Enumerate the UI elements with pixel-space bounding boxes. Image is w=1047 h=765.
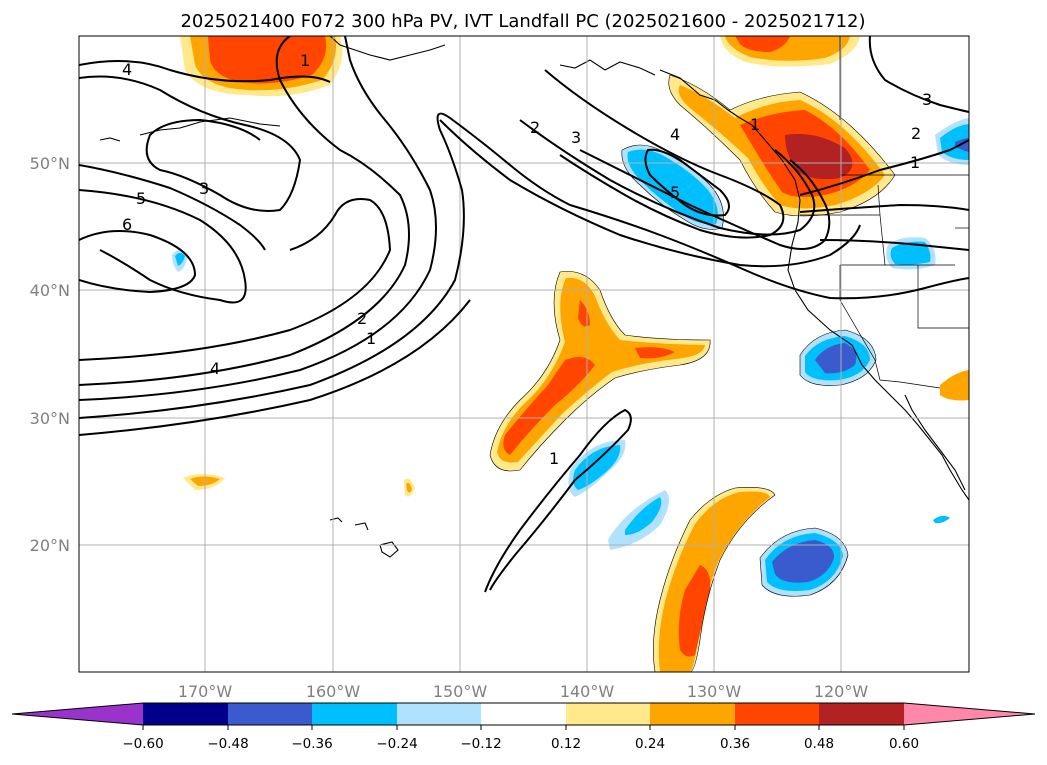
contour-label: 5 [670, 183, 680, 202]
contour-label: 3 [199, 179, 209, 198]
lat-tick-label: 40°N [30, 281, 70, 300]
map-frame [78, 35, 970, 673]
colorbar-extend-low [12, 703, 143, 725]
contour-label: 4 [210, 359, 220, 378]
longitude-labels: 170°W 160°W 150°W 140°W 130°W 120°W [178, 682, 869, 701]
lat-tick-label: 30°N [30, 409, 70, 428]
colorbar-segment [143, 703, 228, 725]
contour-label: 2 [357, 309, 367, 328]
colorbar-segment [481, 703, 566, 725]
colorbar-tick-label: −0.12 [460, 736, 501, 752]
contour-label: 4 [122, 60, 132, 79]
lat-tick-label: 20°N [30, 536, 70, 555]
colorbar-segment [312, 703, 397, 725]
gridlines [79, 36, 969, 672]
colorbar-tick-label: −0.60 [122, 736, 163, 752]
colorbar-segment [650, 703, 735, 725]
colorbar-segment [566, 703, 650, 725]
colorbar-tick-label: 0.60 [889, 736, 919, 752]
colorbar-segment [735, 703, 819, 725]
contour-label: 3 [922, 90, 932, 109]
contour-label: 2 [530, 118, 540, 137]
colorbar-segment [819, 703, 904, 725]
lon-tick-label: 120°W [814, 682, 869, 701]
colorbar-tick-label: 0.48 [804, 736, 834, 752]
contour-labels: 4 5 6 3 2 1 4 2 3 4 5 1 3 2 1 1 1 [122, 51, 932, 468]
contour-label: 1 [549, 449, 559, 468]
contour-label: 1 [750, 115, 760, 134]
map-panel: 4 5 6 3 2 1 4 2 3 4 5 1 3 2 1 1 1 [79, 36, 969, 672]
contour-label: 1 [300, 51, 310, 70]
lat-tick-label: 50°N [30, 154, 70, 173]
colorbar-segment [228, 703, 312, 725]
lon-tick-label: 150°W [433, 682, 488, 701]
pv-contours [79, 36, 969, 593]
contour-label: 4 [670, 125, 680, 144]
colorbar: −0.60 −0.48 −0.36 −0.24 −0.12 0.12 0.24 … [11, 702, 1036, 752]
colorbar-tick-label: 0.24 [635, 736, 665, 752]
lon-tick-label: 140°W [560, 682, 615, 701]
coastlines [99, 36, 969, 558]
colorbar-tick-label: −0.36 [291, 736, 332, 752]
colorbar-tick-label: 0.36 [720, 736, 750, 752]
anomaly-shading [172, 36, 969, 672]
colorbar-tick-label: 0.12 [551, 736, 581, 752]
colorbar-ticks [142, 725, 905, 730]
lon-tick-label: 160°W [306, 682, 361, 701]
contour-label: 2 [911, 124, 921, 143]
colorbar-segment [397, 703, 481, 725]
colorbar-tick-label: −0.24 [376, 736, 417, 752]
contour-label: 1 [910, 153, 920, 172]
contour-label: 1 [366, 329, 376, 348]
contour-label: 3 [571, 128, 581, 147]
lon-tick-label: 170°W [178, 682, 233, 701]
latitude-labels: 20°N 30°N 40°N 50°N [30, 154, 70, 555]
contour-label: 5 [136, 189, 146, 208]
lon-tick-label: 130°W [687, 682, 742, 701]
colorbar-extend-high [904, 703, 1035, 725]
map-title: 2025021400 F072 300 hPa PV, IVT Landfall… [180, 11, 865, 32]
colorbar-tick-label: −0.48 [207, 736, 248, 752]
contour-label: 6 [122, 215, 132, 234]
